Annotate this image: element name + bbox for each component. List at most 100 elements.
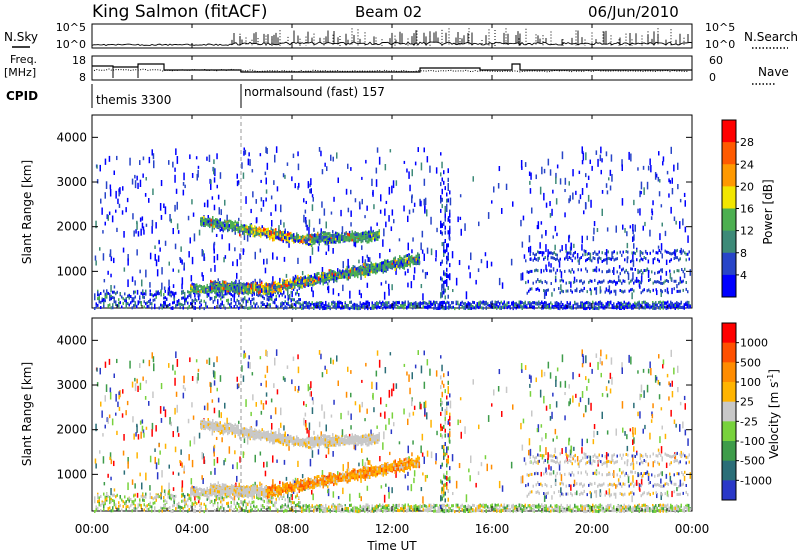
heatmap-cell	[103, 289, 105, 293]
heatmap-cell	[629, 305, 631, 309]
heatmap-cell	[458, 260, 461, 266]
heatmap-cell	[363, 267, 365, 271]
heatmap-cell	[213, 248, 215, 254]
heatmap-cell	[164, 296, 166, 300]
heatmap-cell	[380, 194, 382, 202]
heatmap-cell	[358, 269, 360, 273]
heatmap-cell	[446, 306, 448, 310]
heatmap-cell	[649, 306, 651, 310]
heatmap-cell	[255, 199, 257, 204]
heatmap-cell	[617, 305, 619, 309]
heatmap-cell	[632, 260, 635, 267]
heatmap-cell	[255, 227, 257, 231]
heatmap-cell	[625, 304, 627, 308]
heatmap-cell	[634, 304, 636, 308]
heatmap-cell	[261, 281, 263, 285]
heatmap-cell	[388, 288, 390, 296]
heatmap-cell	[394, 268, 396, 271]
heatmap-cell	[496, 306, 498, 310]
heatmap-cell	[365, 305, 367, 309]
heatmap-cell	[670, 300, 672, 304]
heatmap-cell	[216, 153, 218, 160]
heatmap-cell	[255, 229, 257, 233]
heatmap-cell	[259, 293, 261, 297]
heatmap-cell	[110, 306, 112, 310]
heatmap-cell	[435, 167, 438, 174]
heatmap-cell	[324, 235, 326, 239]
heatmap-cell	[309, 277, 311, 281]
heatmap-cell	[282, 173, 285, 178]
heatmap-cell	[426, 247, 429, 254]
heatmap-cell	[189, 237, 191, 244]
heatmap-cell	[506, 306, 508, 310]
heatmap-cell	[531, 207, 533, 214]
heatmap-cell	[301, 271, 304, 276]
heatmap-cell	[632, 272, 634, 280]
heatmap-cell	[389, 149, 392, 153]
freq-nave-panel: 18 8 60 0	[72, 54, 723, 84]
cpid-label-normalsound: normalsound (fast) 157	[244, 85, 385, 99]
heatmap-cell	[581, 304, 583, 308]
heatmap-cell	[129, 157, 131, 166]
heatmap-cell	[185, 299, 187, 303]
heatmap-cell	[174, 243, 177, 250]
heatmap-cell	[347, 304, 349, 307]
heatmap-cell	[632, 224, 634, 232]
heatmap-cell	[398, 306, 400, 310]
heatmap-cell	[247, 282, 249, 286]
heatmap-cell	[183, 172, 185, 181]
heatmap-cell	[194, 297, 196, 301]
heatmap-cell	[497, 305, 499, 309]
heatmap-cell	[281, 238, 283, 242]
heatmap-cell	[661, 222, 663, 227]
heatmap-cell	[237, 227, 239, 230]
heatmap-cell	[283, 256, 286, 262]
heatmap-cell	[348, 237, 350, 241]
heatmap-cell	[347, 163, 349, 169]
heatmap-cell	[646, 181, 649, 190]
heatmap-cell	[591, 165, 593, 171]
heatmap-cell	[213, 204, 216, 211]
heatmap-cell	[278, 236, 280, 240]
heatmap-cell	[169, 214, 171, 222]
heatmap-cell	[117, 198, 119, 205]
heatmap-cell	[291, 238, 293, 242]
heatmap-cell	[246, 233, 249, 242]
heatmap-cell	[428, 301, 430, 305]
heatmap-cell	[259, 290, 261, 293]
heatmap-cell	[404, 300, 406, 304]
heatmap-cell	[619, 304, 621, 308]
heatmap-cell	[313, 303, 315, 306]
heatmap-cell	[339, 234, 341, 238]
heatmap-cell	[242, 172, 245, 179]
heatmap-cell	[304, 305, 306, 309]
heatmap-cell	[203, 222, 205, 225]
heatmap-cell	[272, 252, 274, 260]
heatmap-cell	[635, 303, 637, 306]
heatmap-cell	[249, 225, 251, 229]
heatmap-cell	[633, 243, 635, 249]
heatmap-cell	[335, 237, 337, 241]
heatmap-cell	[464, 301, 466, 305]
heatmap-cell	[323, 236, 325, 239]
heatmap-cell	[537, 257, 539, 262]
heatmap-cell	[562, 306, 564, 310]
heatmap-cell	[387, 262, 389, 266]
heatmap-cell	[174, 167, 176, 172]
heatmap-cell	[104, 192, 106, 199]
heatmap-cell	[337, 304, 339, 308]
heatmap-cell	[398, 238, 401, 242]
heatmap-cell	[220, 305, 222, 309]
heatmap-cell	[278, 230, 280, 233]
heatmap-cell	[357, 272, 359, 276]
heatmap-cell	[609, 169, 612, 176]
heatmap-cell	[382, 264, 384, 268]
heatmap-cell	[687, 235, 689, 243]
heatmap-cell	[259, 248, 262, 253]
heatmap-cell	[95, 302, 97, 306]
heatmap-cell	[455, 300, 457, 304]
heatmap-cell	[262, 285, 264, 288]
heatmap-cell	[413, 304, 415, 308]
heatmap-cell	[322, 281, 324, 285]
heatmap-cell	[128, 303, 130, 307]
